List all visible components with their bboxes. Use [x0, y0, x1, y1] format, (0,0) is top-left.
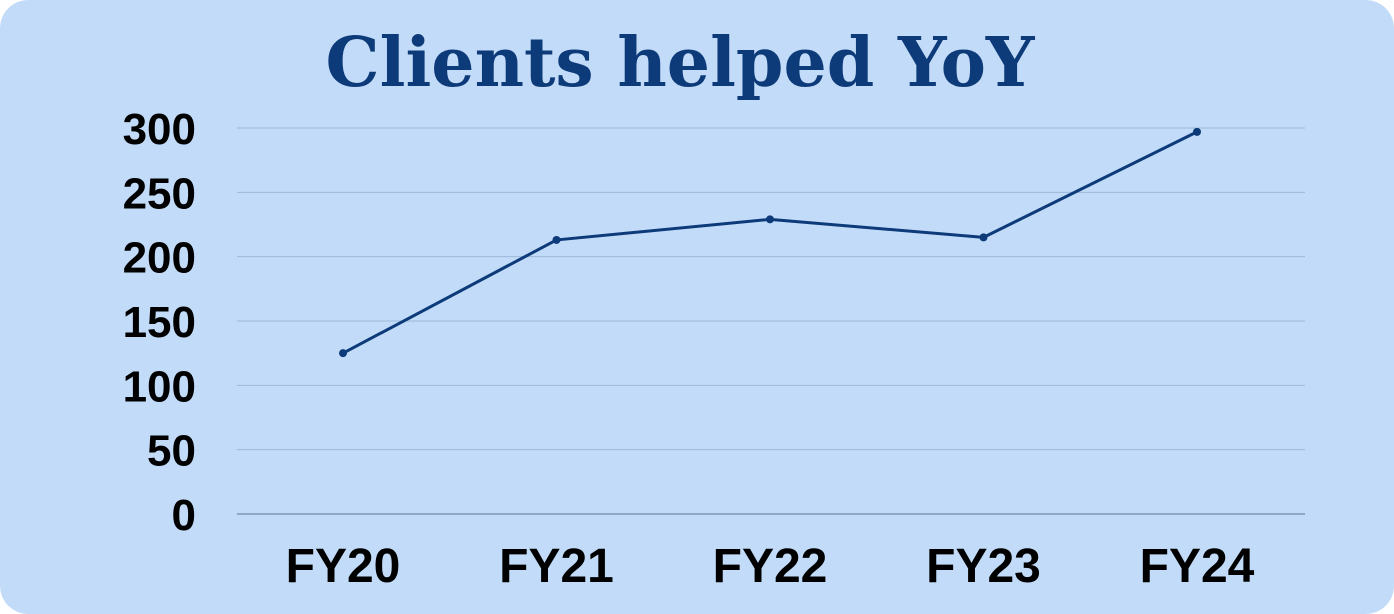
data-point [339, 349, 347, 358]
y-tick-label: 250 [123, 169, 196, 218]
y-tick-label: 0 [172, 491, 196, 540]
x-tick-label: FY22 [713, 540, 828, 593]
data-point [1193, 127, 1201, 136]
x-axis-ticks: FY20 FY21 FY22 FY23 FY24 [286, 540, 1255, 593]
y-tick-label: 300 [123, 105, 196, 154]
y-axis-ticks: 0 50 100 150 200 250 300 [123, 105, 196, 540]
series-group [339, 127, 1201, 358]
data-point [979, 233, 988, 242]
x-tick-label: FY23 [926, 540, 1041, 593]
x-tick-label: FY21 [499, 540, 614, 593]
gridlines [237, 127, 1305, 515]
chart-title: Clients helped YoY [326, 23, 1036, 103]
y-tick-label: 100 [123, 362, 196, 411]
data-point [766, 215, 774, 224]
x-tick-label: FY20 [286, 540, 401, 593]
y-tick-label: 50 [147, 427, 196, 476]
data-point [552, 235, 561, 244]
x-tick-label: FY24 [1140, 540, 1255, 593]
y-tick-label: 150 [123, 298, 196, 347]
y-tick-label: 200 [123, 234, 196, 283]
